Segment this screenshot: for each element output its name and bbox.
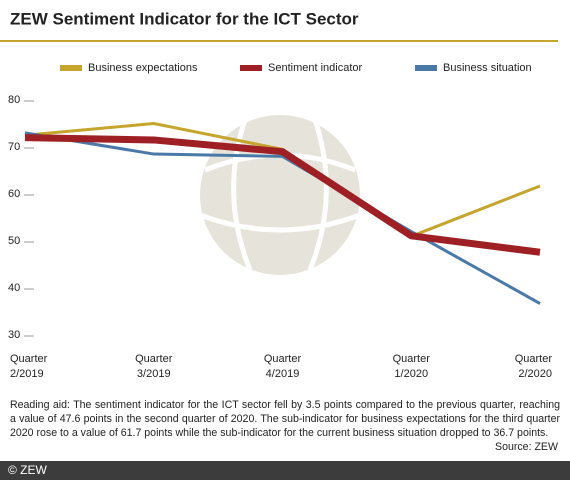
source: Source: ZEW [495, 441, 558, 453]
x-tick-line: Quarter [264, 353, 302, 365]
legend-label: Business expectations [88, 62, 198, 74]
x-tick-label: Quarter 2/2019 [10, 353, 48, 380]
y-tick-label: 40 [8, 282, 20, 294]
footer-bar: © ZEW [0, 461, 570, 480]
y-tick-label: 30 [8, 329, 20, 341]
x-tick-line: 3/2019 [137, 368, 171, 380]
reading-aid: Reading aid: The sentiment indicator for… [10, 399, 560, 439]
x-tick-line: Quarter [135, 353, 173, 365]
x-tick-line: 2/2019 [10, 368, 44, 380]
x-tick-line: 4/2019 [266, 368, 300, 380]
y-tick-label: 70 [8, 141, 20, 153]
x-tick-line: Quarter [10, 353, 48, 365]
x-tick-label: Quarter 4/2019 [264, 353, 302, 380]
copyright: © ZEW [8, 463, 47, 477]
x-tick-line: Quarter [393, 353, 431, 365]
series-line [24, 131, 541, 305]
y-tick-label: 80 [8, 94, 20, 106]
legend-label: Sentiment indicator [268, 62, 362, 74]
x-tick-line: Quarter [515, 353, 553, 365]
chart-title: ZEW Sentiment Indicator for the ICT Sect… [10, 9, 359, 28]
chart: ZEW Sentiment Indicator for the ICT Sect… [0, 9, 558, 380]
legend-label: Business situation [443, 62, 532, 74]
y-tick-label: 60 [8, 188, 20, 200]
x-tick-label: Quarter 2/2020 [515, 353, 553, 380]
x-tick-line: 2/2020 [518, 368, 552, 380]
x-tick-label: Quarter 1/2020 [393, 353, 431, 380]
series-line [24, 134, 541, 256]
x-tick-line: 1/2020 [394, 368, 428, 380]
y-tick-label: 50 [8, 235, 20, 247]
x-tick-label: Quarter 3/2019 [135, 353, 173, 380]
